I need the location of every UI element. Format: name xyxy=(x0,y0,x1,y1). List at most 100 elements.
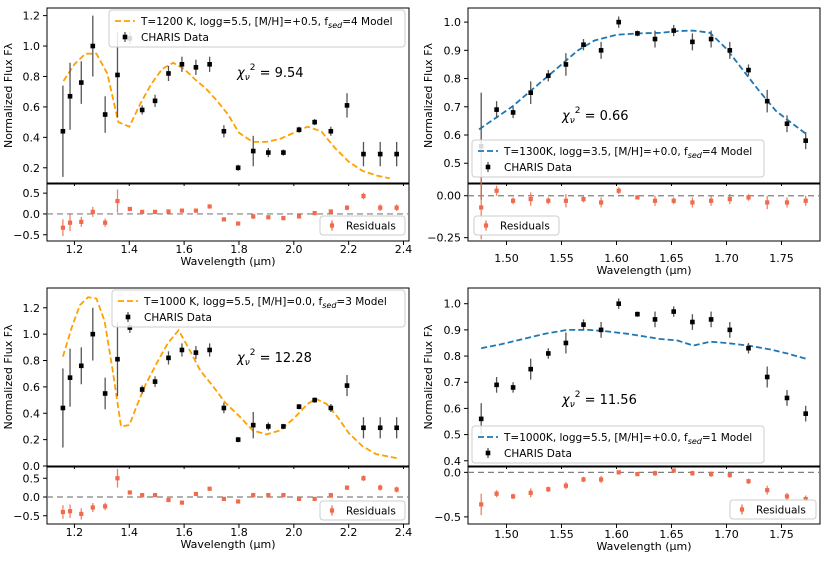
residual-point xyxy=(746,195,751,200)
legend-data-label: CHARIS Data xyxy=(504,162,572,174)
data-point xyxy=(598,327,604,333)
legend-residual-label: Residuals xyxy=(756,505,806,517)
residual-point xyxy=(652,198,658,203)
data-point xyxy=(671,309,676,314)
y-tick-label: 0.4 xyxy=(23,131,41,144)
residual-point xyxy=(90,209,95,214)
data-point xyxy=(266,424,271,429)
data-point xyxy=(312,119,317,125)
x-tick-label: 2.0 xyxy=(285,526,303,539)
y-tick-label: 1.0 xyxy=(444,298,462,311)
x-tick-label: 1.2 xyxy=(66,243,84,256)
data-point xyxy=(494,107,499,112)
data-point xyxy=(328,405,334,411)
y-axis-label: Normalized Flux Fλ xyxy=(2,42,15,148)
residual-point xyxy=(784,200,790,205)
x-tick-label: 1.70 xyxy=(714,528,739,541)
main-axes-frame xyxy=(46,7,410,184)
data-point xyxy=(179,62,185,67)
residual-point xyxy=(652,471,658,476)
y-tick-label: 0.4 xyxy=(23,407,41,420)
residual-point xyxy=(266,215,271,220)
residual-axes-frame xyxy=(46,466,410,525)
residual-point xyxy=(784,494,790,499)
residual-point xyxy=(709,198,714,203)
legend-residual-swatch xyxy=(329,223,335,228)
chi-squared-annotation: χν2 = 12.28 xyxy=(236,348,312,368)
x-tick-label: 1.4 xyxy=(121,243,139,256)
residual-point xyxy=(494,188,499,193)
x-tick-label: 1.50 xyxy=(494,528,519,541)
data-point xyxy=(78,80,84,85)
residual-point xyxy=(236,221,241,226)
x-tick-label: 1.6 xyxy=(175,243,193,256)
y-tick-label: 0.7 xyxy=(444,101,462,114)
residual-point xyxy=(378,485,383,490)
main-axes-frame xyxy=(467,287,821,467)
data-point xyxy=(394,425,399,431)
residual-point xyxy=(803,496,808,502)
x-tick-label: 1.8 xyxy=(230,243,248,256)
legend-box xyxy=(111,289,406,328)
panel-bottom-left: 0.00.20.40.60.81.01.2−0.50.00.51.2 1.4 1.6… xyxy=(2,287,412,551)
residual-axes-frame xyxy=(467,466,821,525)
data-point xyxy=(764,374,770,380)
data-point xyxy=(115,356,120,362)
x-tick-label: 1.65 xyxy=(659,528,684,541)
x-tick-label: 1.60 xyxy=(604,252,629,265)
residual-point xyxy=(690,471,695,476)
chi-squared-annotation: χν2 = 0.66 xyxy=(561,106,629,126)
y-tick-label: 1.2 xyxy=(23,302,41,315)
legend-residual-label: Residuals xyxy=(500,221,550,233)
residual-point xyxy=(394,487,399,492)
legend-data-swatch xyxy=(125,314,131,320)
main-axes-frame xyxy=(467,7,821,184)
residual-point xyxy=(266,493,271,498)
y-tick-label: 0.8 xyxy=(444,350,462,363)
residual-point xyxy=(115,476,120,481)
panel-top-right: 0.5 0.6 0.7 0.8 0.9 1.0 −0.25 0.00 1.50 1.55 1.60 1… xyxy=(422,7,821,277)
residual-point xyxy=(179,208,185,213)
legend-residual-swatch xyxy=(329,508,335,513)
data-point xyxy=(764,98,770,104)
data-point xyxy=(598,48,604,53)
residual-point xyxy=(765,488,770,493)
residual-axes-frame xyxy=(467,183,821,242)
legend-data-swatch xyxy=(485,450,491,456)
data-point xyxy=(207,62,212,67)
legend-box xyxy=(729,499,817,520)
chi-squared-annotation: χν2 = 11.56 xyxy=(561,390,637,410)
data-point xyxy=(616,301,621,307)
residual-point xyxy=(581,196,586,202)
main-legend: T=1300K, logg=3.5, [M/H]=+0.0, fsed=4 Mo… xyxy=(471,139,765,178)
residual-point xyxy=(312,211,317,216)
residual-point xyxy=(709,472,714,477)
residual-point xyxy=(115,198,120,204)
residual-point xyxy=(599,200,604,205)
chi-squared-annotation: χν2 = 9.54 xyxy=(236,63,304,83)
x-tick-label: 2.2 xyxy=(340,526,358,539)
y-tick-label: 1.0 xyxy=(444,16,462,29)
data-point xyxy=(581,42,586,47)
data-point xyxy=(60,128,66,134)
residual-point xyxy=(296,214,302,219)
data-point xyxy=(377,151,383,157)
residual-legend: Residuals xyxy=(319,500,406,521)
x-tick-label: 1.70 xyxy=(714,252,739,265)
x-tick-label: 1.2 xyxy=(66,526,84,539)
data-point xyxy=(296,127,302,133)
residual-point xyxy=(251,493,256,498)
residual-point xyxy=(494,491,499,496)
data-point xyxy=(784,121,790,127)
residual-y-tick-label: −0.5 xyxy=(434,511,461,524)
data-point xyxy=(127,325,133,330)
model-spectrum-line xyxy=(478,29,807,135)
residual-point xyxy=(511,198,516,203)
y-tick-label: 0.2 xyxy=(23,434,41,447)
legend-residual-label: Residuals xyxy=(346,221,396,233)
residual-point xyxy=(152,209,158,214)
data-point xyxy=(478,416,484,422)
data-point xyxy=(139,387,145,392)
residual-point xyxy=(140,209,145,214)
y-tick-label: 0.5 xyxy=(444,429,462,442)
